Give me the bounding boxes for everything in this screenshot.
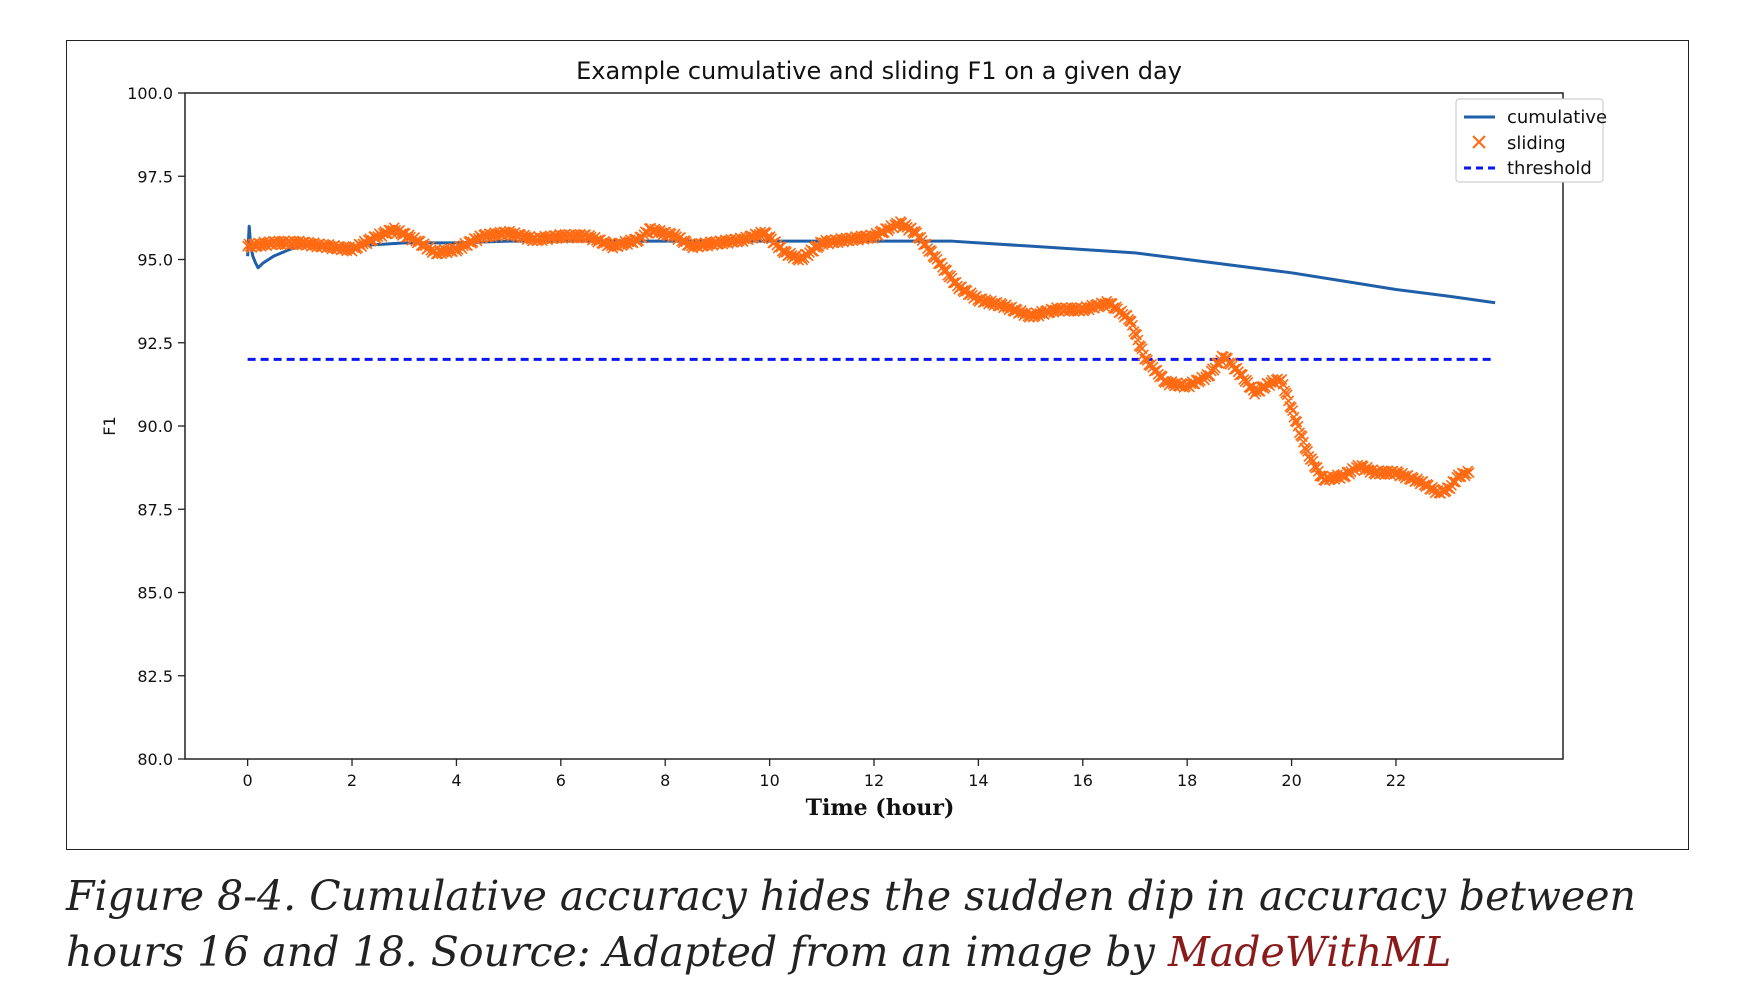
sliding-marker — [1460, 468, 1472, 480]
y-tick-label: 100.0 — [127, 84, 173, 103]
sliding-marker — [1277, 378, 1289, 390]
y-tick-label: 92.5 — [137, 334, 173, 353]
sliding-marker — [915, 231, 927, 243]
chart-title: Example cumulative and sliding F1 on a g… — [576, 57, 1182, 85]
x-tick-label: 10 — [759, 771, 779, 790]
caption-text: Figure 8-4. Cumulative accuracy hides th… — [66, 872, 1636, 976]
sliding-marker — [869, 230, 881, 242]
y-tick-label: 85.0 — [137, 584, 173, 603]
x-tick-label: 8 — [660, 771, 670, 790]
x-tick-label: 16 — [1073, 771, 1093, 790]
sliding-marker — [1413, 475, 1425, 487]
x-axis-label: Time (hour) — [806, 795, 955, 821]
y-tick-label: 87.5 — [137, 500, 173, 519]
y-tick-label: 97.5 — [137, 167, 173, 186]
sliding-marker — [1231, 362, 1243, 374]
sliding-marker — [930, 250, 942, 263]
legend-sliding-swatch — [1472, 135, 1486, 149]
figure-caption: Figure 8-4. Cumulative accuracy hides th… — [66, 868, 1706, 980]
sliding-marker — [357, 238, 369, 250]
sliding-marker — [389, 224, 402, 236]
y-tick-label: 80.0 — [137, 750, 173, 769]
sliding-marker — [786, 250, 798, 262]
sliding-marker — [1444, 483, 1456, 495]
y-axis-label: F1 — [100, 416, 119, 435]
x-tick-label: 12 — [864, 771, 884, 790]
sliding-marker — [372, 231, 384, 243]
sliding-marker — [617, 238, 630, 250]
legend-threshold-label: threshold — [1507, 158, 1592, 179]
y-tick-label: 90.0 — [137, 417, 173, 436]
x-tick-label: 6 — [556, 771, 566, 790]
x-tick-label: 20 — [1281, 771, 1301, 790]
x-tick-label: 22 — [1386, 771, 1406, 790]
legend-box — [1455, 98, 1604, 183]
x-tick-label: 4 — [451, 771, 461, 790]
sliding-marker — [1463, 467, 1475, 479]
sliding-marker — [935, 257, 947, 269]
x-tick-label: 0 — [243, 771, 253, 790]
legend-cumulative-label: cumulative — [1507, 107, 1607, 128]
sliding-marker — [1285, 402, 1297, 414]
figure-frame: Example cumulative and sliding F1 on a g… — [66, 40, 1689, 850]
y-axis: 80.0 82.5 85.0 87.5 90.0 92.5 95.0 97.5 100.0 — [127, 84, 185, 769]
sliding-marker — [1292, 420, 1304, 432]
sliding-marker — [883, 222, 896, 235]
series-layer — [242, 215, 1496, 500]
legend-sliding-label: sliding — [1507, 133, 1566, 154]
y-tick-label: 82.5 — [137, 667, 173, 686]
x-tick-label: 18 — [1177, 771, 1197, 790]
legend: cumulative sliding threshold — [1455, 98, 1607, 183]
x-tick-label: 14 — [968, 771, 988, 790]
x-axis: 0 2 4 6 8 10 12 14 16 18 20 22 — [243, 759, 1406, 790]
plot-area — [184, 92, 1564, 760]
chart: Example cumulative and sliding F1 on a g… — [100, 57, 1607, 821]
x-tick-label: 2 — [347, 771, 357, 790]
y-tick-label: 95.0 — [137, 251, 173, 270]
sliding-marker — [1311, 461, 1323, 473]
sliding-marker — [1121, 309, 1133, 322]
sliding-marker — [1125, 315, 1137, 327]
caption-link[interactable]: MadeWithML — [1167, 928, 1452, 976]
sliding-marker — [1287, 404, 1299, 417]
